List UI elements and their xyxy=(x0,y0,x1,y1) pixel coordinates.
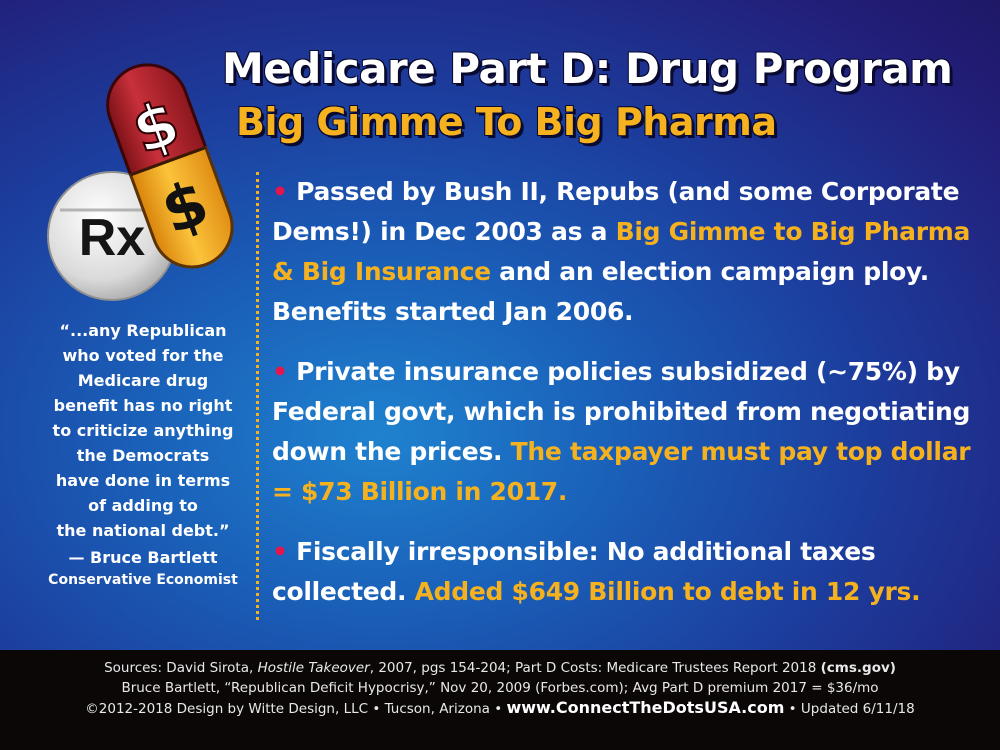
book-title: Hostile Takeover xyxy=(257,660,370,676)
bullet-dot: • xyxy=(272,537,288,566)
dollar-capsule-icon: $ $ xyxy=(106,63,234,269)
quote-line: have done in terms xyxy=(55,471,231,490)
footer-text: Sources: David Sirota, xyxy=(104,660,258,676)
bullet-highlight: Big Gimme to Big Pharma & Big Insurance xyxy=(272,217,971,286)
footer-text: , 2007, pgs 154-204; Part D Costs: Medic… xyxy=(369,660,821,676)
footer-line-bartlett: Bruce Bartlett, “Republican Deficit Hypo… xyxy=(121,680,879,696)
footer-text: • Updated 6/11/18 xyxy=(784,701,915,717)
bullet-list: • Passed by Bush II, Repubs (and some Co… xyxy=(272,172,984,632)
bullet-item: • Passed by Bush II, Repubs (and some Co… xyxy=(272,172,984,332)
bullet-highlight: The taxpayer must pay top dollar = $73 B… xyxy=(272,437,971,506)
page-subtitle: Big Gimme To Big Pharma xyxy=(236,100,777,144)
bullet-item: • Fiscally irresponsible: No additional … xyxy=(272,532,984,612)
dotted-divider xyxy=(256,172,259,620)
quote-line: “...any Republican xyxy=(59,321,227,340)
source-site: (cms.gov) xyxy=(820,660,896,676)
bartlett-quote: “...any Republican who voted for the Med… xyxy=(38,318,248,590)
bullet-text: Fiscally irresponsible: No additional ta… xyxy=(272,537,876,606)
bullet-dot: • xyxy=(272,177,288,206)
bullet-text: and an election campaign ploy. Benefits … xyxy=(272,257,929,326)
footer-line-sources: Sources: David Sirota, Hostile Takeover,… xyxy=(0,658,1000,678)
quote-line: to criticize anything xyxy=(52,421,234,440)
quote-author: — Bruce Bartlett xyxy=(68,548,218,567)
bullet-text: Private insurance policies subsidized (~… xyxy=(272,357,971,466)
pill-illustration: Rx $ $ xyxy=(47,63,234,301)
rx-label: Rx xyxy=(79,209,146,267)
footer-line-credits: ©2012-2018 Design by Witte Design, LLC •… xyxy=(0,698,1000,719)
bullet-item: • Private insurance policies subsidized … xyxy=(272,352,984,512)
quote-line: who voted for the xyxy=(62,346,224,365)
quote-line: of adding to xyxy=(88,496,198,515)
website-link[interactable]: www.ConnectTheDotsUSA.com xyxy=(506,698,785,717)
quote-line: the Democrats xyxy=(76,446,210,465)
page-title: Medicare Part D: Drug Program xyxy=(222,44,953,93)
footer-text: ©2012-2018 Design by Witte Design, LLC •… xyxy=(85,701,507,717)
quote-line: benefit has no right xyxy=(53,396,233,415)
bullet-dot: • xyxy=(272,357,288,386)
bullet-text: Passed by Bush II, Repubs (and some Corp… xyxy=(272,177,960,246)
footer-sources: Sources: David Sirota, Hostile Takeover,… xyxy=(0,650,1000,750)
quote-line: Medicare drug xyxy=(77,371,209,390)
bullet-highlight: Added $649 Billion to debt in 12 yrs. xyxy=(414,577,921,606)
quote-line: the national debt.” xyxy=(56,521,230,540)
quote-author-role: Conservative Economist xyxy=(48,572,238,588)
